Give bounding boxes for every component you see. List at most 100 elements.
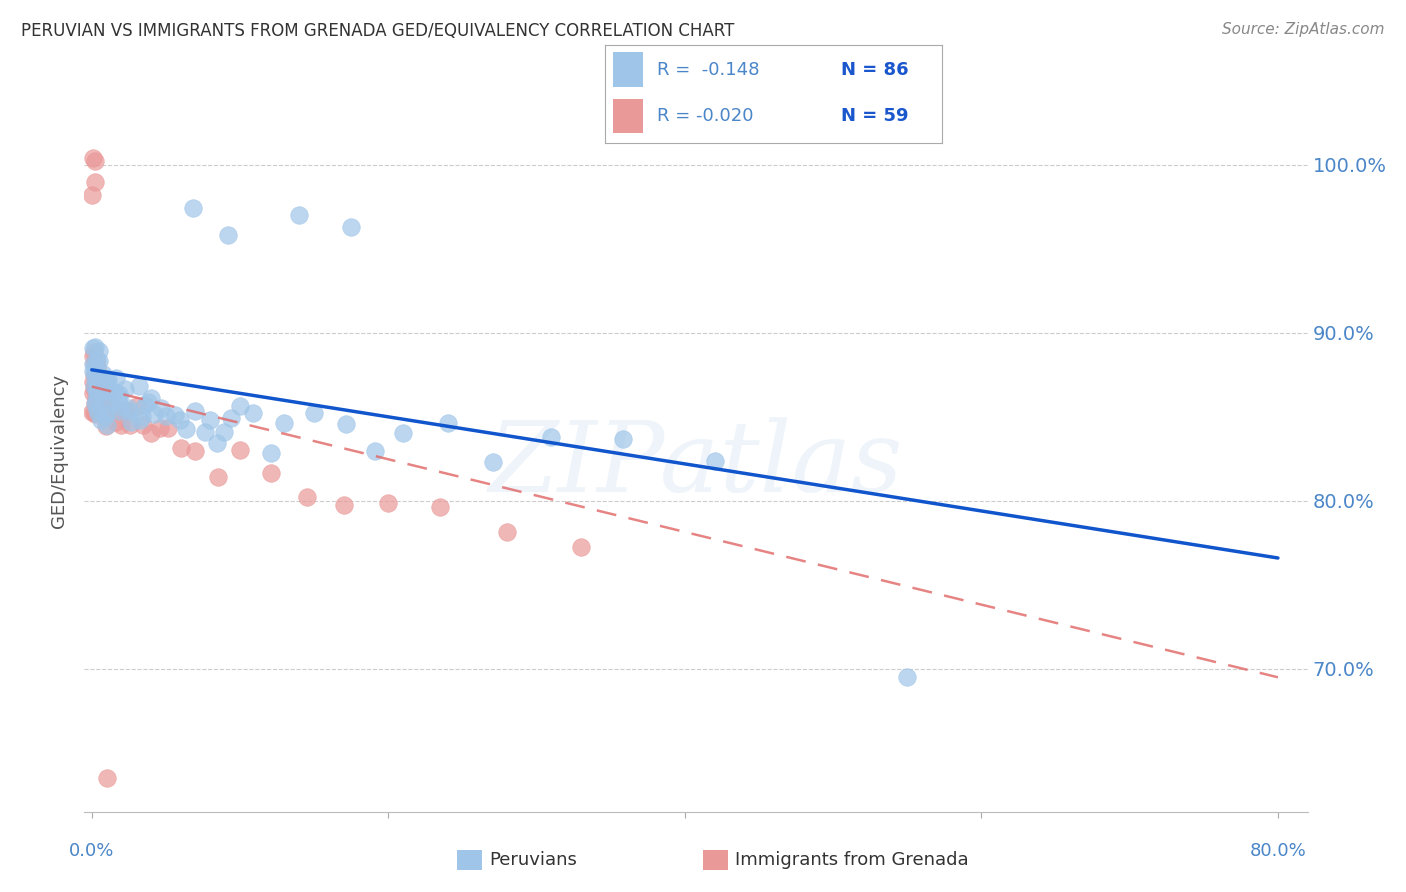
Point bbox=[83, 405, 105, 419]
Point bbox=[90, 384, 112, 398]
Point bbox=[93, 383, 115, 397]
Point bbox=[125, 399, 148, 413]
Point bbox=[90, 413, 112, 427]
Point bbox=[332, 498, 354, 512]
Text: Peruvians: Peruvians bbox=[489, 851, 578, 869]
Point bbox=[83, 366, 105, 380]
Point bbox=[86, 387, 108, 401]
Point bbox=[82, 342, 104, 356]
Point bbox=[148, 420, 170, 434]
Point bbox=[93, 388, 115, 402]
Point bbox=[84, 377, 107, 392]
Point bbox=[108, 391, 131, 405]
Text: N = 59: N = 59 bbox=[841, 107, 908, 125]
Text: N = 86: N = 86 bbox=[841, 61, 908, 78]
Point bbox=[155, 409, 177, 423]
Point bbox=[94, 419, 117, 434]
Point bbox=[96, 376, 118, 390]
Point bbox=[704, 454, 727, 468]
Point bbox=[104, 385, 127, 400]
Point bbox=[98, 392, 121, 406]
Point bbox=[437, 417, 460, 431]
Point bbox=[84, 371, 107, 385]
Point bbox=[260, 446, 283, 460]
Point bbox=[83, 368, 105, 383]
Point bbox=[101, 395, 124, 409]
Point bbox=[96, 771, 118, 785]
Point bbox=[228, 399, 250, 413]
Point bbox=[96, 418, 118, 433]
Point bbox=[86, 383, 108, 397]
Bar bbox=[613, 53, 644, 87]
Text: PERUVIAN VS IMMIGRANTS FROM GRENADA GED/EQUIVALENCY CORRELATION CHART: PERUVIAN VS IMMIGRANTS FROM GRENADA GED/… bbox=[21, 22, 734, 40]
Point bbox=[91, 390, 114, 404]
Point bbox=[377, 496, 399, 510]
Point bbox=[84, 358, 107, 372]
Point bbox=[139, 392, 162, 406]
Point bbox=[105, 389, 128, 403]
Point bbox=[120, 418, 142, 433]
Point bbox=[304, 406, 326, 420]
Text: ZIPatlas: ZIPatlas bbox=[489, 417, 903, 513]
Point bbox=[364, 444, 387, 458]
Point bbox=[105, 415, 128, 429]
Point bbox=[86, 392, 108, 406]
Point bbox=[97, 392, 120, 407]
Point bbox=[82, 357, 104, 371]
Point bbox=[260, 466, 283, 480]
Point bbox=[90, 389, 112, 403]
Point bbox=[84, 391, 107, 405]
Point bbox=[569, 540, 592, 554]
Point bbox=[91, 368, 114, 382]
Point bbox=[108, 403, 131, 417]
Point bbox=[128, 378, 150, 392]
Point bbox=[89, 344, 111, 359]
Point bbox=[229, 442, 252, 457]
Point bbox=[120, 415, 142, 429]
Point bbox=[90, 395, 112, 409]
Point bbox=[896, 670, 918, 684]
Text: Source: ZipAtlas.com: Source: ZipAtlas.com bbox=[1222, 22, 1385, 37]
Point bbox=[90, 376, 112, 390]
Point bbox=[86, 352, 108, 367]
Y-axis label: GED/Equivalency: GED/Equivalency bbox=[51, 374, 69, 527]
Point bbox=[97, 373, 120, 387]
Point bbox=[114, 403, 136, 417]
Point bbox=[496, 524, 519, 539]
Point bbox=[83, 344, 105, 359]
Bar bbox=[613, 99, 644, 133]
Point bbox=[89, 353, 111, 368]
Point bbox=[194, 425, 217, 440]
Point bbox=[86, 402, 108, 417]
Point bbox=[84, 392, 107, 407]
Point bbox=[83, 396, 105, 410]
Point bbox=[84, 340, 107, 354]
Point bbox=[242, 406, 264, 420]
Point bbox=[86, 382, 108, 396]
Point bbox=[335, 417, 357, 431]
Point bbox=[86, 381, 108, 395]
Point bbox=[163, 409, 186, 423]
Point bbox=[198, 413, 221, 427]
Point bbox=[84, 407, 107, 421]
Text: R =  -0.148: R = -0.148 bbox=[657, 61, 759, 78]
Point bbox=[86, 376, 108, 391]
Point bbox=[184, 404, 207, 418]
Point bbox=[295, 490, 318, 504]
Point bbox=[128, 413, 150, 427]
Point bbox=[86, 389, 108, 403]
Point bbox=[141, 425, 163, 440]
Point bbox=[89, 373, 111, 387]
Point bbox=[221, 411, 243, 425]
Point bbox=[117, 404, 139, 418]
Point bbox=[110, 418, 132, 433]
Point bbox=[86, 359, 108, 374]
Point bbox=[184, 444, 207, 458]
Point bbox=[83, 154, 105, 169]
Point bbox=[132, 418, 155, 433]
Point bbox=[105, 371, 128, 385]
Point bbox=[217, 228, 239, 243]
Point bbox=[118, 401, 141, 415]
Point bbox=[90, 407, 112, 421]
Point bbox=[83, 175, 105, 189]
